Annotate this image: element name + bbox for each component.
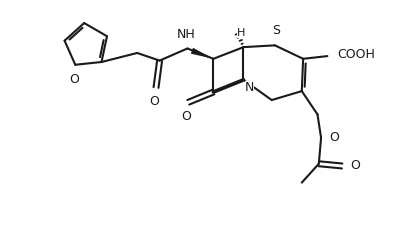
Text: O: O [329, 131, 339, 144]
Polygon shape [191, 48, 214, 59]
Text: COOH: COOH [338, 48, 376, 61]
Text: H: H [237, 28, 246, 38]
Text: O: O [70, 73, 79, 86]
Text: NH: NH [177, 28, 196, 41]
Text: N: N [245, 81, 254, 94]
Text: S: S [272, 24, 280, 37]
Text: O: O [149, 95, 159, 108]
Text: O: O [181, 110, 191, 123]
Text: O: O [350, 160, 360, 173]
